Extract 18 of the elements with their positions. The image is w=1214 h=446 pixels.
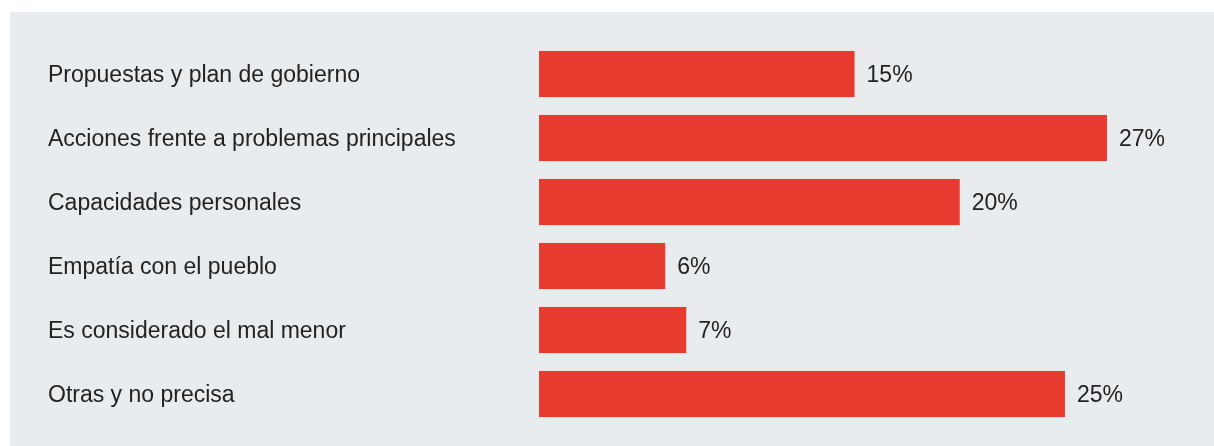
data-label: 25% (1076, 381, 1123, 408)
data-label: 6% (677, 253, 711, 280)
y-tick-label: Capacidades personales (48, 189, 302, 216)
y-tick-label: Acciones frente a problemas principales (48, 125, 456, 152)
bar (539, 50, 855, 98)
y-tick-label: Es considerado el mal menor (48, 317, 347, 344)
bar (539, 178, 960, 226)
y-tick-label: Otras y no precisa (48, 381, 235, 408)
y-tick-label: Propuestas y plan de gobierno (48, 61, 360, 88)
data-label: 20% (971, 189, 1018, 216)
data-label: 27% (1119, 125, 1166, 152)
bar (539, 306, 687, 354)
bar (539, 114, 1107, 162)
data-label: 15% (866, 61, 913, 88)
data-label: 7% (698, 317, 732, 344)
y-tick-label: Empatía con el pueblo (48, 253, 277, 280)
bar (539, 370, 1065, 418)
bar (539, 242, 666, 290)
